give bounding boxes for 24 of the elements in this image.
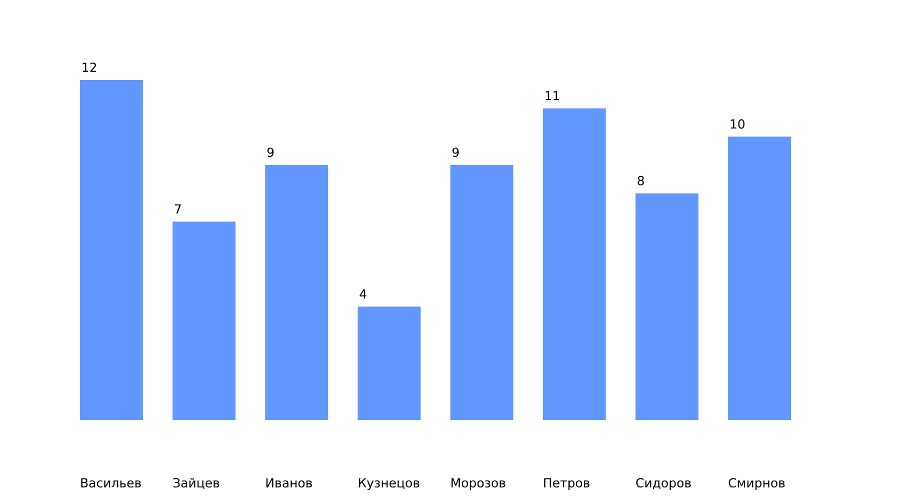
bar [635, 193, 698, 420]
data-label: 8 [638, 176, 644, 186]
data-label: 10 [730, 119, 745, 129]
x-tick-label: Зайцев [173, 478, 220, 490]
x-tick-label: Васильев [81, 478, 141, 488]
data-label: 12 [82, 62, 96, 72]
bar [728, 136, 791, 420]
x-tick-label: Кузнецов [358, 478, 420, 490]
x-tick-label: Морозов [452, 478, 506, 490]
data-label: 9 [267, 148, 274, 158]
bar [172, 222, 236, 420]
bar [450, 165, 514, 420]
bar [358, 306, 421, 420]
x-tick-label: Иванов [266, 478, 312, 488]
bar [542, 108, 606, 420]
bar [265, 165, 328, 420]
data-label: 11 [546, 91, 560, 100]
x-tick-label: Сидоров [636, 478, 691, 490]
data-label: 4 [360, 289, 366, 299]
x-tick-label: Петров [544, 478, 590, 490]
data-label: 7 [174, 204, 181, 214]
x-tick-label: Смирнов [728, 478, 785, 490]
bar [80, 80, 143, 420]
data-label: 9 [452, 148, 459, 158]
